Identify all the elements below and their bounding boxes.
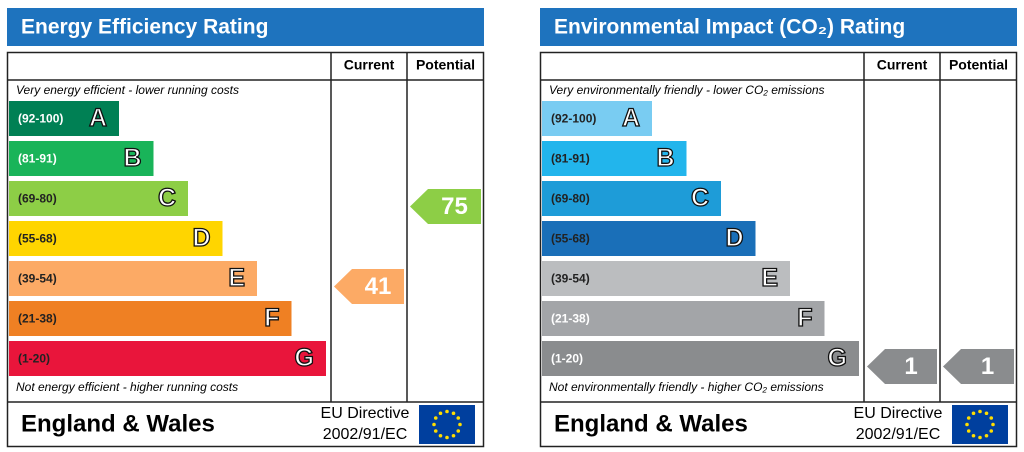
rating-value: 1 xyxy=(981,353,994,380)
eu-star xyxy=(438,433,443,438)
bottom-note: Not energy efficient - higher running co… xyxy=(16,380,238,394)
column-header: Current xyxy=(877,57,928,73)
frame xyxy=(539,51,1018,448)
rating-value: 75 xyxy=(441,193,468,220)
band-range: (21-38) xyxy=(551,312,590,326)
eu-star xyxy=(456,429,461,433)
column-header: Potential xyxy=(949,57,1008,73)
rating-band xyxy=(542,221,756,256)
footer-directive: EU Directive xyxy=(854,405,943,422)
rating-arrow xyxy=(334,269,404,304)
top-note: Very energy efficient - lower running co… xyxy=(16,83,239,97)
footer-code: 2002/91/EC xyxy=(856,426,941,443)
band-letter: B xyxy=(656,144,674,172)
band-range: (1-20) xyxy=(18,352,50,366)
rating-arrow xyxy=(410,189,481,224)
eu-star xyxy=(989,429,994,433)
eu-star xyxy=(989,416,994,420)
band-letter: G xyxy=(295,344,314,372)
panel-title: Energy Efficiency Rating xyxy=(21,16,268,39)
rating-band xyxy=(542,341,859,376)
rating-arrow xyxy=(943,349,1014,384)
band-range: (92-100) xyxy=(551,112,596,126)
column-header: Potential xyxy=(416,57,475,73)
bottom-note: Not environmentally friendly - higher CO… xyxy=(549,380,824,394)
eu-star xyxy=(433,429,438,433)
eu-star xyxy=(456,416,461,420)
eu-star xyxy=(984,433,989,438)
band-range: (1-20) xyxy=(551,352,583,366)
eu-star xyxy=(458,422,462,427)
band-range: (92-100) xyxy=(18,112,63,126)
rating-band xyxy=(9,141,154,176)
eu-star xyxy=(991,422,995,427)
eu-star xyxy=(971,411,976,416)
rating-value: 41 xyxy=(365,273,392,300)
rating-band xyxy=(9,101,119,136)
eu-star xyxy=(984,411,989,416)
eu-star xyxy=(965,422,969,427)
eu-star xyxy=(966,416,971,420)
column-header: Current xyxy=(344,57,395,73)
title-bar xyxy=(540,8,1017,46)
band-letter: C xyxy=(158,184,176,212)
rating-band xyxy=(542,261,790,296)
frame xyxy=(6,51,485,448)
eu-star xyxy=(445,409,449,414)
band-letter: A xyxy=(622,104,640,132)
band-letter: G xyxy=(828,344,847,372)
rating-band xyxy=(542,101,652,136)
eu-star xyxy=(445,435,449,440)
band-letter: F xyxy=(797,304,812,332)
band-range: (39-54) xyxy=(18,272,57,286)
footer-region: England & Wales xyxy=(554,410,748,437)
band-range: (39-54) xyxy=(551,272,590,286)
footer-directive: EU Directive xyxy=(321,405,410,422)
rating-band xyxy=(542,181,721,216)
rating-band xyxy=(9,341,326,376)
band-letter: D xyxy=(192,224,210,252)
rating-band xyxy=(9,221,223,256)
band-letter: D xyxy=(725,224,743,252)
band-range: (55-68) xyxy=(551,232,590,246)
eu-star xyxy=(438,411,443,416)
band-letter: B xyxy=(123,144,141,172)
band-range: (69-80) xyxy=(551,192,590,206)
rating-arrow xyxy=(867,349,937,384)
band-letter: E xyxy=(228,264,245,292)
rating-value: 1 xyxy=(904,353,917,380)
footer-code: 2002/91/EC xyxy=(323,426,408,443)
top-note: Very environmentally friendly - lower CO… xyxy=(549,83,825,97)
rating-band xyxy=(542,301,825,336)
band-range: (21-38) xyxy=(18,312,57,326)
band-letter: F xyxy=(264,304,279,332)
rating-band xyxy=(9,301,292,336)
band-letter: C xyxy=(691,184,709,212)
eu-star xyxy=(978,435,982,440)
eu-star xyxy=(978,409,982,414)
eu-star xyxy=(432,422,436,427)
eu-star xyxy=(451,433,456,438)
eu-star xyxy=(971,433,976,438)
band-range: (69-80) xyxy=(18,192,57,206)
band-letter: A xyxy=(89,104,107,132)
band-range: (81-91) xyxy=(551,152,590,166)
eu-star xyxy=(966,429,971,433)
band-letter: E xyxy=(761,264,778,292)
footer-region: England & Wales xyxy=(21,410,215,437)
rating-band xyxy=(9,181,188,216)
title-bar xyxy=(7,8,484,46)
eu-star xyxy=(451,411,456,416)
panel-title: Environmental Impact (CO₂) Rating xyxy=(554,16,905,39)
band-range: (81-91) xyxy=(18,152,57,166)
rating-band xyxy=(9,261,257,296)
rating-band xyxy=(542,141,687,176)
eu-star xyxy=(433,416,438,420)
band-range: (55-68) xyxy=(18,232,57,246)
